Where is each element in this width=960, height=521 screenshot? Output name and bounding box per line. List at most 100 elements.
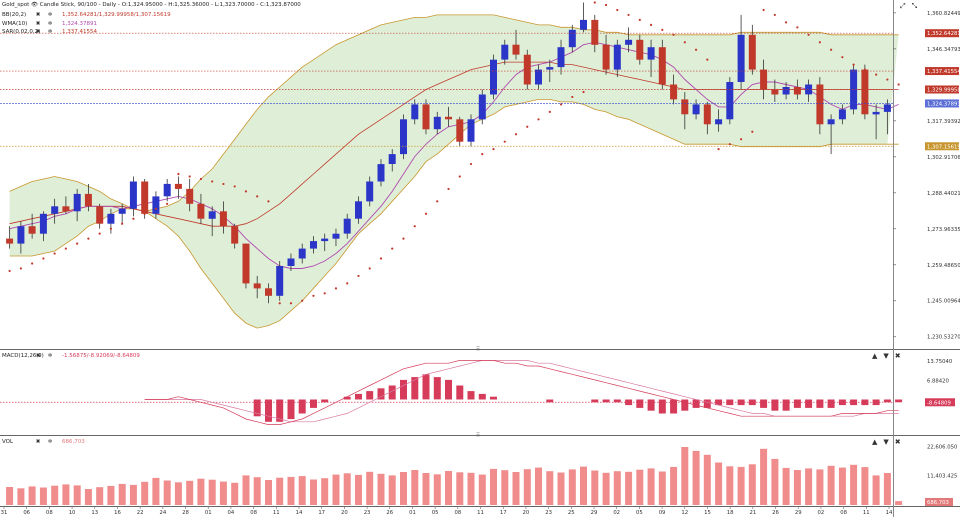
- candle-body: [343, 218, 351, 234]
- macd-histogram-bar: [613, 399, 621, 403]
- macd-pane-controls: ▲ ▼ ✖: [872, 352, 901, 360]
- volume-bar: [17, 488, 25, 506]
- sar-dot: [751, 130, 754, 133]
- volume-bar: [152, 477, 160, 505]
- sar-dot: [875, 73, 878, 76]
- gear-icon[interactable]: ✲: [47, 353, 53, 360]
- candle-body: [613, 44, 621, 70]
- volume-bar: [231, 482, 239, 505]
- gear-icon[interactable]: ✲: [47, 12, 53, 19]
- macd-histogram-bar: [355, 393, 362, 400]
- candle-body: [625, 39, 633, 45]
- candle-body: [692, 104, 700, 115]
- candle-body: [636, 39, 644, 60]
- volume-bar: [366, 471, 374, 505]
- close-icon[interactable]: ✖: [35, 12, 41, 19]
- gear-icon[interactable]: ✲: [47, 439, 53, 446]
- price-tick-label: 1,346.34793: [927, 47, 960, 53]
- x-tick-label: 14: [886, 510, 893, 516]
- volume-bar: [186, 480, 194, 505]
- volume-bar: [118, 483, 126, 505]
- gear-icon[interactable]: ✲: [47, 20, 53, 27]
- macd-histogram-bar: [310, 399, 317, 408]
- volume-bar: [287, 476, 295, 505]
- maximize-icon[interactable]: ⤡: [911, 2, 918, 10]
- x-tick-label: 17: [318, 510, 325, 516]
- sar-dot: [211, 180, 214, 183]
- volume-bar: [422, 473, 430, 505]
- eye-icon[interactable]: 👁: [31, 2, 39, 8]
- sar-dot: [357, 274, 360, 278]
- macd-histogram-bar: [793, 399, 801, 408]
- close-icon[interactable]: ✖: [35, 353, 41, 360]
- candle-body: [568, 29, 576, 48]
- move-down-icon[interactable]: ▼: [883, 352, 889, 360]
- volume-bar: [84, 489, 92, 505]
- candle-body: [805, 84, 813, 95]
- volume-bar: [107, 485, 115, 505]
- volume-bar: [208, 479, 216, 505]
- symbol-label: Gold_spot: [2, 2, 30, 8]
- close-pane-icon[interactable]: ✖: [894, 352, 901, 360]
- volume-bar: [703, 454, 711, 506]
- legend-values: 1,324.37891: [62, 20, 97, 27]
- x-tick-label: 24: [159, 510, 166, 516]
- close-icon[interactable]: ✖: [35, 29, 41, 36]
- x-tick-label: 08: [46, 510, 53, 516]
- volume-bar: [568, 469, 576, 505]
- volume-bar: [670, 466, 678, 505]
- legend-row-sar: SAR(0.02,0.2) ✖ ✲ 1,337.41554: [2, 28, 171, 37]
- gear-icon[interactable]: ✲: [47, 29, 53, 36]
- legend-row-wma: WMA(10) ✖ ✲ 1,324.37891: [2, 20, 171, 29]
- macd-histogram-bar: [276, 399, 284, 422]
- x-tick-label: 22: [137, 510, 144, 516]
- candle-body: [276, 266, 284, 296]
- sar-dot: [334, 287, 338, 290]
- vol-values: 686,703: [62, 439, 85, 446]
- sar-dot: [413, 225, 416, 228]
- move-up-icon[interactable]: ▲: [872, 438, 878, 446]
- vol-pane-controls: ▲ ▼ ✖: [872, 438, 901, 446]
- candle-body: [658, 47, 666, 85]
- x-tick-label: 31: [1, 510, 8, 516]
- move-up-icon[interactable]: ⤢: [900, 2, 906, 10]
- price-tick-label: 1,245.00964: [927, 299, 960, 305]
- move-up-icon[interactable]: ▲: [872, 352, 878, 360]
- price-tick-label: 1,317.39392: [927, 119, 960, 125]
- sar-dot: [87, 237, 90, 240]
- candle-body: [332, 233, 340, 239]
- x-tick-label: 21: [749, 510, 756, 516]
- volume-bar: [73, 485, 81, 505]
- close-icon[interactable]: ✖: [35, 439, 41, 446]
- macd-histogram-bar: [321, 399, 329, 403]
- x-tick-label: 09: [659, 510, 666, 516]
- candle-body: [62, 206, 70, 212]
- macd-histogram-bar: [411, 377, 419, 400]
- volume-bar: [636, 469, 644, 505]
- x-tick-label: 11: [273, 510, 280, 516]
- macd-histogram-bar: [838, 399, 846, 406]
- close-icon[interactable]: ✖: [35, 20, 41, 27]
- candle-body: [478, 94, 486, 120]
- x-tick-label: 25: [568, 510, 575, 516]
- volume-bar: [411, 470, 419, 505]
- candle-body: [872, 111, 880, 115]
- candle-body: [84, 193, 92, 207]
- legend-name: SAR(0.02,0.2): [2, 29, 41, 36]
- vol-name: VOL: [2, 439, 14, 446]
- volume-bar: [715, 462, 723, 505]
- sar-dot: [19, 267, 22, 270]
- candle-body: [760, 69, 768, 90]
- sar-dot: [514, 133, 518, 136]
- sar-dot: [796, 26, 799, 29]
- close-pane-icon[interactable]: ✖: [894, 438, 901, 446]
- sar-dot: [289, 302, 293, 305]
- candle-body: [748, 34, 756, 70]
- sar-dot: [166, 202, 169, 205]
- volume-bar: [895, 501, 903, 505]
- move-down-icon[interactable]: ▼: [883, 438, 889, 446]
- macd-histogram-bar: [827, 399, 835, 408]
- macd-histogram-bar: [895, 399, 903, 403]
- volume-bar: [647, 468, 655, 505]
- candle-body: [467, 119, 475, 142]
